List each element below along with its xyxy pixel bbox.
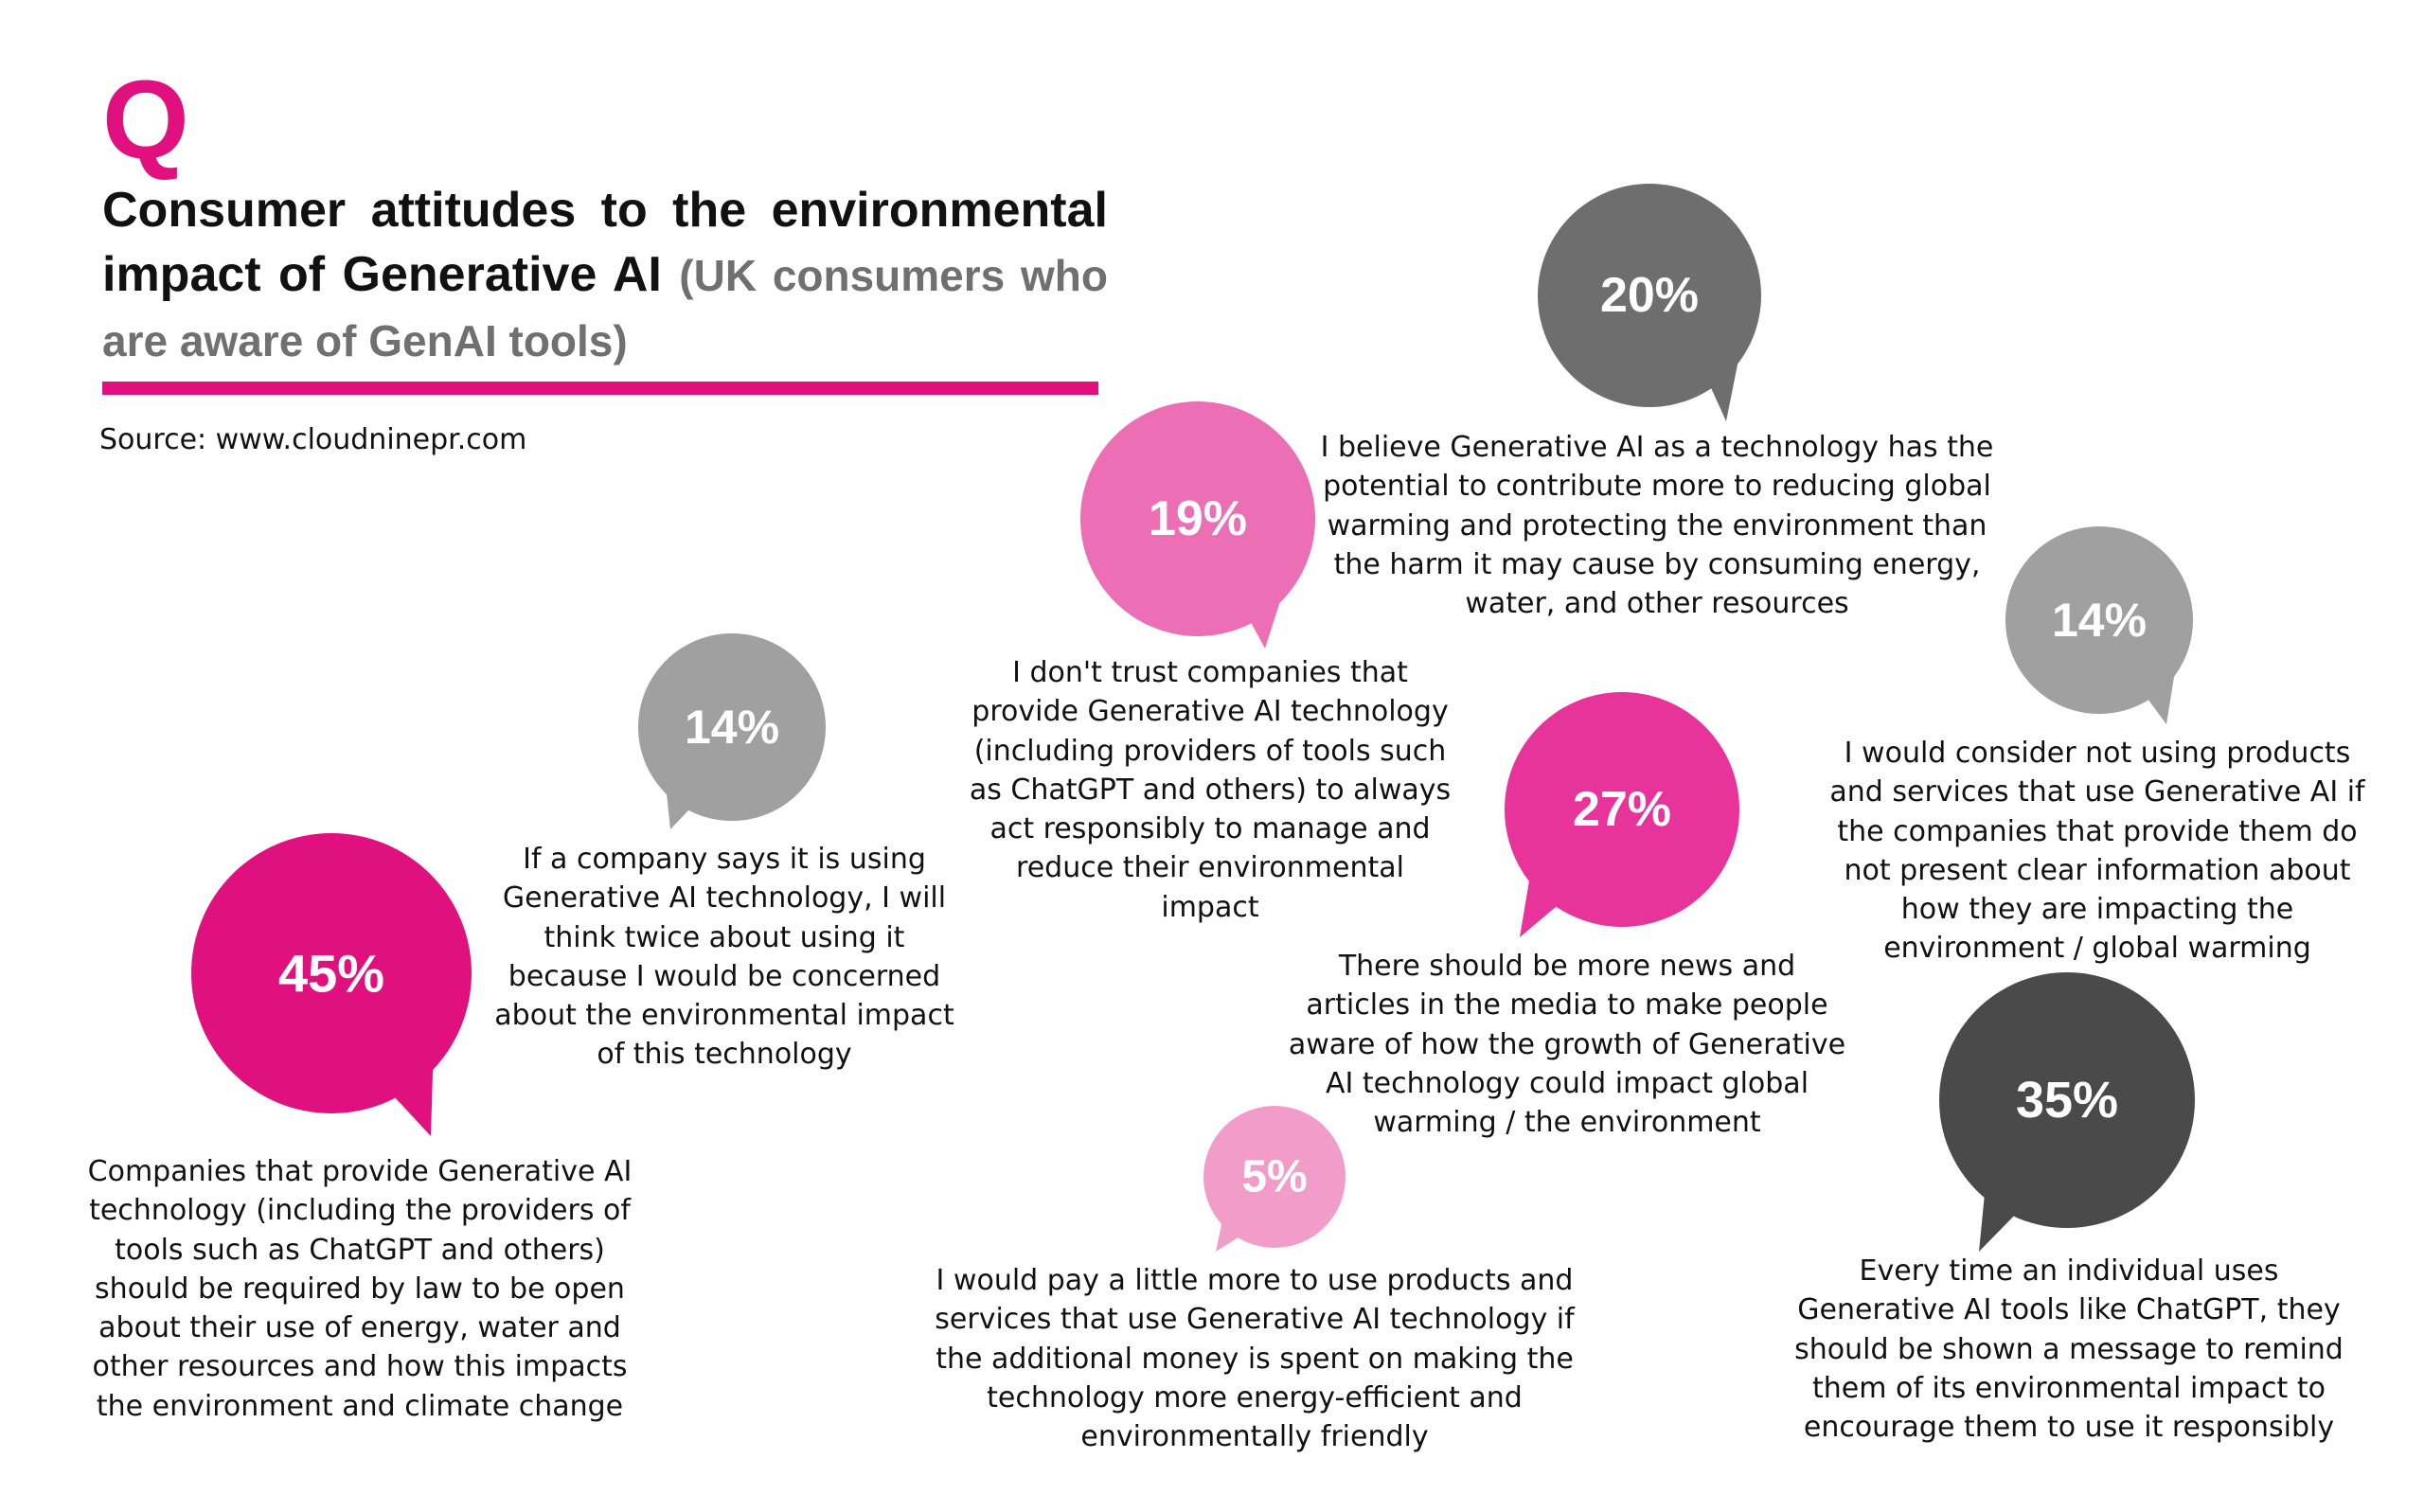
statement-text: I believe Generative AI as a technology … — [1320, 431, 1994, 621]
percentage-label: 45% — [278, 944, 384, 1004]
chart-subtitle: (UK consumers who are aware of GenAI too… — [102, 251, 1108, 365]
statement-text: Every time an individual uses Generative… — [1794, 1254, 2344, 1445]
bubble-circle — [1203, 1106, 1346, 1248]
bubble-4: 20% — [1538, 184, 1761, 421]
percentage-label: 27% — [1573, 782, 1671, 837]
statement-text: I would consider not using products and … — [1829, 737, 2365, 966]
bubble-8: 35% — [1939, 972, 2195, 1252]
bubble-3: 19% — [1080, 401, 1315, 649]
statement-text: Companies that provide Generative AI tec… — [87, 1155, 633, 1423]
bubble-1: 45% — [191, 833, 472, 1136]
statement-text: I don't trust companies that provide Gen… — [969, 656, 1452, 924]
percentage-label: 5% — [1241, 1152, 1307, 1202]
bubble-circle — [1080, 401, 1315, 636]
percentage-label: 14% — [685, 701, 779, 754]
percentage-label: 35% — [2016, 1072, 2118, 1129]
bubble-2: 14% — [638, 633, 826, 829]
statement-text: There should be more news and articles i… — [1288, 950, 1846, 1140]
percentage-label: 19% — [1149, 491, 1247, 546]
bubble-5: 27% — [1505, 692, 1739, 937]
statement-text: I would pay a little more to use product… — [935, 1264, 1575, 1454]
chart-title-block: Consumer attitudes to the environmental … — [102, 178, 1108, 373]
chart-title: Consumer attitudes to the environmental … — [102, 183, 1108, 302]
bubble-circle — [191, 833, 472, 1113]
bubble-circle — [638, 633, 826, 821]
percentage-label: 20% — [1600, 268, 1699, 323]
bubble-circle — [1939, 972, 2195, 1228]
q-letter: Q — [102, 58, 189, 183]
bubble-circle — [1505, 692, 1739, 927]
bubble-6: 14% — [2005, 526, 2193, 724]
bubble-circle — [1538, 184, 1761, 407]
bubble-7: 5% — [1203, 1106, 1346, 1252]
bubble-circle — [2005, 526, 2193, 714]
title-divider — [102, 382, 1098, 395]
percentage-label: 14% — [2052, 594, 2147, 647]
source-note: Source: www.cloudninepr.com — [99, 423, 527, 456]
statement-text: If a company says it is using Generative… — [494, 843, 954, 1072]
